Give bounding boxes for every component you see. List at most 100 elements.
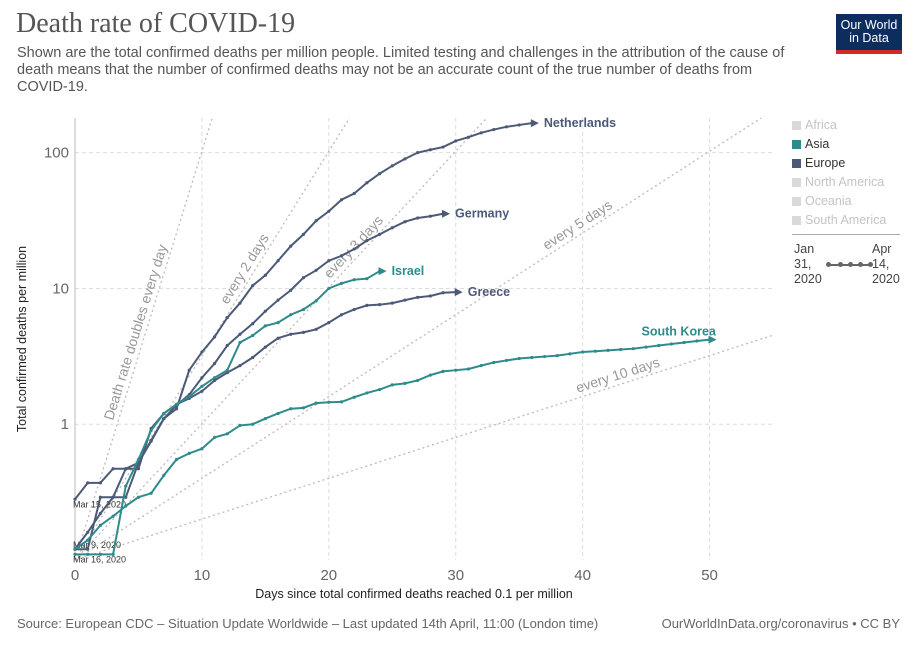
data-point — [441, 145, 445, 149]
timeline-handle-end[interactable] — [868, 262, 873, 267]
start-date-label: Mar 9, 2020 — [73, 540, 121, 550]
data-point — [365, 277, 369, 281]
data-point — [555, 354, 559, 358]
data-point — [289, 288, 293, 292]
data-point — [187, 368, 191, 372]
data-point — [200, 389, 204, 393]
legend-item-asia[interactable]: Asia — [792, 135, 886, 154]
data-point — [124, 495, 128, 499]
data-point — [263, 324, 267, 328]
data-point — [276, 259, 280, 263]
series-end-arrow — [708, 335, 717, 344]
data-point — [428, 148, 432, 152]
legend-item-europe[interactable]: Europe — [792, 154, 886, 173]
doubling-guide-label: every 10 days — [574, 354, 662, 396]
data-point — [174, 407, 179, 411]
legend-swatch — [792, 159, 801, 168]
data-point — [682, 340, 686, 345]
data-point — [428, 214, 432, 218]
data-point — [200, 447, 204, 451]
data-point — [339, 198, 344, 202]
timeline-end-label: Apr 14, 2020 — [872, 242, 900, 286]
legend-swatch — [792, 216, 801, 225]
data-point — [289, 313, 293, 317]
data-point — [403, 220, 407, 224]
timeline-tick — [848, 262, 853, 267]
data-point — [327, 321, 331, 325]
legend-item-oceania[interactable]: Oceania — [792, 192, 886, 211]
source-note: Source: European CDC – Situation Update … — [17, 616, 599, 631]
data-point — [403, 381, 407, 385]
data-point — [111, 495, 115, 499]
data-point — [669, 342, 674, 346]
chart-title: Death rate of COVID-19 — [16, 8, 296, 39]
data-point — [225, 343, 229, 348]
doubling-guide-label: every 2 days — [216, 231, 271, 307]
data-point — [225, 432, 229, 436]
data-point — [213, 361, 217, 366]
legend-swatch — [792, 140, 801, 149]
data-point — [644, 345, 648, 349]
data-point — [86, 481, 90, 485]
data-point — [454, 139, 458, 143]
data-point — [314, 219, 318, 223]
data-point — [568, 352, 572, 356]
data-point — [225, 368, 229, 372]
timeline-track[interactable] — [826, 262, 873, 267]
data-point — [517, 123, 521, 127]
owid-logo[interactable]: Our World in Data — [836, 14, 902, 54]
timeline-tick — [838, 262, 843, 267]
data-point — [86, 530, 90, 534]
data-point — [492, 360, 496, 365]
data-point — [200, 384, 204, 388]
data-point — [187, 394, 191, 399]
doubling-guide-line — [74, 117, 762, 561]
data-point — [301, 330, 306, 334]
data-point — [327, 259, 331, 263]
legend-item-north-america[interactable]: North America — [792, 173, 886, 192]
data-point — [657, 343, 661, 348]
data-point — [593, 349, 597, 353]
data-point — [162, 473, 166, 477]
data-point — [162, 411, 166, 416]
timeline-handle-start[interactable] — [826, 262, 831, 267]
data-point — [365, 391, 369, 395]
data-point — [530, 355, 534, 360]
data-point — [73, 552, 77, 556]
legend-label: Africa — [805, 118, 837, 132]
data-point — [86, 547, 90, 551]
data-point — [238, 332, 242, 336]
doubling-guide-line — [74, 117, 488, 561]
doubling-guide-line — [74, 117, 213, 561]
data-point — [73, 547, 77, 551]
legend-item-africa[interactable]: Africa — [792, 116, 886, 135]
data-point — [98, 523, 102, 527]
data-point — [174, 402, 179, 406]
timeline-control[interactable]: Jan 31, 2020 Apr 14, 2020 — [792, 242, 904, 294]
x-tick-label: 10 — [194, 567, 211, 584]
data-point — [86, 552, 90, 556]
data-point — [403, 157, 407, 161]
data-point — [111, 514, 115, 518]
data-point — [314, 401, 318, 405]
data-point — [289, 244, 293, 248]
data-point — [517, 356, 521, 361]
legend-divider — [792, 234, 900, 235]
data-point — [263, 309, 267, 313]
series-line-israel — [75, 270, 381, 556]
timeline-tick — [858, 262, 863, 267]
credit-link[interactable]: OurWorldInData.org/coronavirus • CC BY — [661, 616, 900, 631]
doubling-guide-label: every 5 days — [540, 196, 615, 252]
data-point — [301, 232, 306, 237]
data-point — [352, 395, 356, 399]
y-tick-label: 10 — [52, 280, 69, 297]
data-point — [251, 355, 255, 360]
data-point — [98, 495, 102, 499]
y-tick-label: 1 — [61, 416, 69, 433]
legend-item-south-america[interactable]: South America — [792, 211, 886, 230]
data-point — [492, 127, 496, 132]
data-point — [352, 191, 356, 196]
data-point — [619, 347, 623, 352]
logo-line-2: in Data — [849, 31, 889, 45]
